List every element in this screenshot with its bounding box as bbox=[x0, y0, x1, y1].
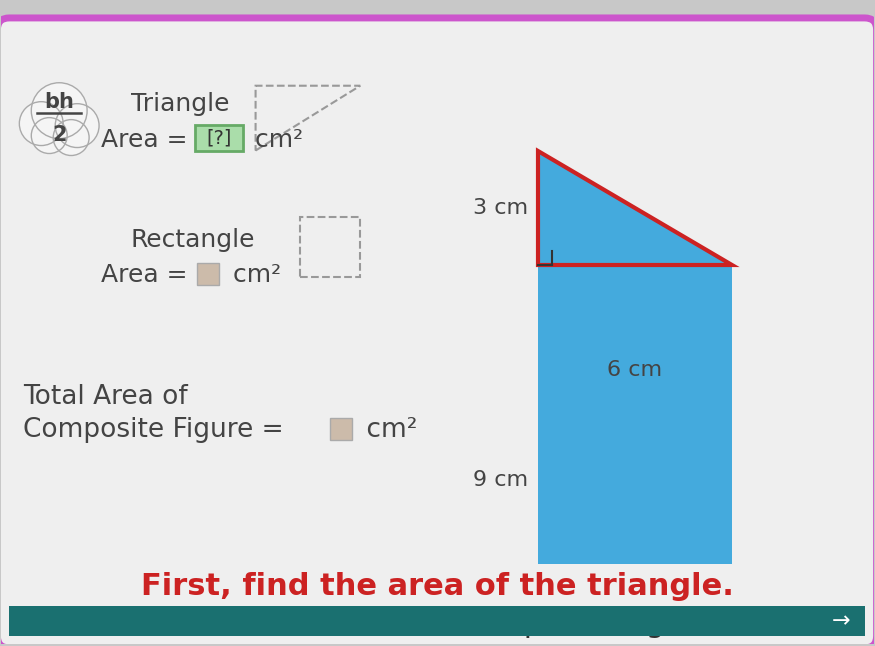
Polygon shape bbox=[537, 151, 732, 265]
Text: [?]: [?] bbox=[206, 128, 231, 147]
Text: Total Area of: Total Area of bbox=[24, 384, 188, 410]
Text: →: → bbox=[832, 611, 850, 631]
Circle shape bbox=[53, 120, 89, 156]
Circle shape bbox=[55, 103, 99, 147]
Text: 3 cm: 3 cm bbox=[473, 198, 528, 218]
Text: 9 cm: 9 cm bbox=[473, 470, 528, 490]
Text: Rectangle: Rectangle bbox=[131, 228, 256, 252]
Text: Area =: Area = bbox=[102, 127, 196, 152]
Bar bbox=[537, 265, 732, 564]
Bar bbox=[331, 418, 353, 439]
Circle shape bbox=[19, 101, 63, 145]
Bar bbox=[300, 217, 360, 277]
Circle shape bbox=[31, 83, 88, 138]
Bar bbox=[10, 606, 864, 636]
Text: cm²: cm² bbox=[225, 263, 281, 287]
Text: cm²: cm² bbox=[247, 127, 303, 152]
Text: 6 cm: 6 cm bbox=[607, 360, 662, 380]
Text: Area =: Area = bbox=[102, 263, 196, 287]
Text: Triangle: Triangle bbox=[131, 92, 229, 116]
Bar bbox=[197, 263, 219, 285]
FancyBboxPatch shape bbox=[195, 125, 242, 151]
Text: Composite Figure =: Composite Figure = bbox=[24, 417, 292, 443]
Text: First, find the area of the triangle.: First, find the area of the triangle. bbox=[141, 572, 733, 601]
FancyBboxPatch shape bbox=[0, 18, 875, 646]
Text: Find the area of the composite figure.: Find the area of the composite figure. bbox=[150, 609, 724, 638]
Text: bh: bh bbox=[45, 92, 74, 112]
Circle shape bbox=[31, 118, 67, 154]
Text: 2: 2 bbox=[52, 125, 66, 145]
Text: cm²: cm² bbox=[358, 417, 417, 443]
